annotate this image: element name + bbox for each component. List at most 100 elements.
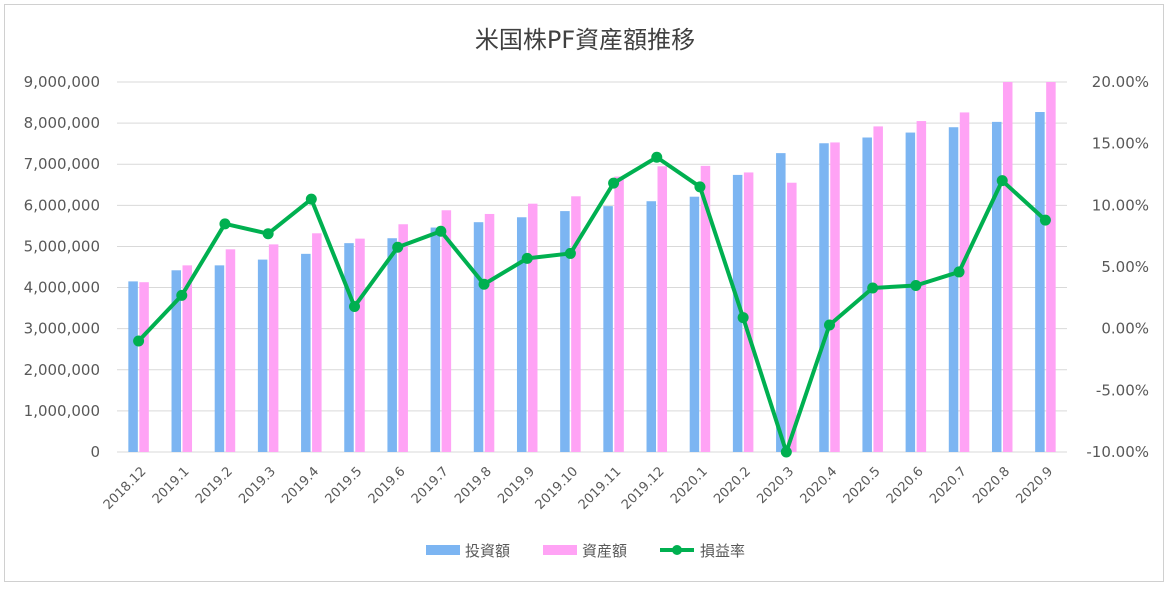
right-tick-label: 10.00% bbox=[1092, 196, 1149, 214]
bar-assets bbox=[139, 282, 149, 452]
x-tick-label: 2019.1 bbox=[150, 464, 193, 507]
x-tick-label: 2019.5 bbox=[323, 464, 366, 507]
bar-investment bbox=[387, 238, 397, 452]
bar-investment bbox=[948, 127, 959, 452]
bar-assets bbox=[441, 210, 452, 452]
bar-assets bbox=[398, 224, 408, 452]
chart-title: 米国株PF資産額推移 bbox=[475, 26, 695, 54]
right-axis-ticks: -10.00% -5.00% 0.00% 5.00% 10.00% 15.00% 20.00… bbox=[1086, 73, 1149, 461]
x-tick-label: 2020.6 bbox=[884, 464, 927, 507]
bar-assets bbox=[182, 265, 193, 452]
profit-rate-point bbox=[564, 247, 576, 259]
bar-investment bbox=[689, 196, 700, 452]
left-tick-label: 5,000,000 bbox=[24, 237, 100, 255]
profit-rate-point bbox=[651, 151, 663, 163]
bar-investment bbox=[560, 211, 570, 452]
bar-investment bbox=[819, 143, 829, 452]
profit-rate-point bbox=[780, 446, 792, 458]
bar-assets bbox=[312, 233, 322, 452]
x-tick-label: 2019.2 bbox=[193, 464, 236, 507]
left-tick-label: 6,000,000 bbox=[24, 196, 100, 214]
left-tick-label: 0 bbox=[90, 443, 100, 461]
left-tick-label: 7,000,000 bbox=[24, 155, 100, 173]
bar-assets bbox=[1002, 82, 1013, 452]
bar-investment bbox=[430, 227, 441, 452]
x-tick-label: 2020.1 bbox=[668, 464, 711, 507]
profit-rate-point bbox=[737, 312, 749, 324]
x-tick-label: 2019.10 bbox=[533, 464, 582, 513]
x-tick-label: 2019.7 bbox=[409, 464, 452, 507]
bar-investment bbox=[991, 121, 1002, 452]
profit-rate-point bbox=[262, 228, 274, 240]
bar-investment bbox=[1035, 112, 1045, 452]
profit-rate-point bbox=[694, 181, 706, 193]
bar-assets bbox=[700, 165, 711, 452]
x-tick-label: 2019.6 bbox=[366, 464, 409, 507]
bar-assets bbox=[743, 172, 754, 452]
profit-rate-point bbox=[953, 266, 965, 278]
profit-rate-point bbox=[176, 289, 188, 301]
x-tick-label: 2020.9 bbox=[1013, 464, 1056, 507]
left-tick-label: 1,000,000 bbox=[24, 402, 100, 420]
x-tick-label: 2020.5 bbox=[841, 464, 884, 507]
left-tick-label: 9,000,000 bbox=[24, 73, 100, 91]
bar-investment bbox=[905, 132, 916, 453]
x-tick-label: 2019.3 bbox=[236, 464, 279, 507]
profit-rate-point bbox=[996, 175, 1008, 187]
profit-rate-point bbox=[305, 193, 317, 205]
legend-swatch-profit-rate-marker bbox=[672, 545, 682, 555]
profit-rate-point bbox=[521, 252, 533, 264]
x-tick-label: 2019.8 bbox=[452, 464, 495, 507]
right-tick-label: 20.00% bbox=[1092, 73, 1149, 91]
bar-investment bbox=[214, 265, 225, 452]
bar-investment bbox=[301, 253, 311, 452]
legend: 投資額 資産額 損益率 bbox=[426, 542, 745, 560]
x-tick-label: 2020.3 bbox=[754, 464, 797, 507]
profit-rate-point bbox=[910, 280, 922, 291]
bar-assets bbox=[484, 213, 495, 452]
profit-rate-point bbox=[219, 218, 231, 230]
profit-rate-polyline bbox=[137, 155, 1047, 454]
legend-label-profit-rate: 損益率 bbox=[700, 542, 745, 560]
x-tick-label: 2019.11 bbox=[576, 464, 625, 513]
profit-rate-point bbox=[824, 319, 835, 331]
right-tick-label: 15.00% bbox=[1092, 135, 1149, 153]
x-tick-label: 2019.12 bbox=[619, 464, 668, 513]
right-tick-label: 5.00% bbox=[1101, 258, 1149, 276]
profit-rate-point bbox=[608, 177, 620, 189]
x-tick-label: 2020.7 bbox=[927, 464, 970, 507]
bar-assets bbox=[614, 176, 624, 453]
right-tick-label: 0.00% bbox=[1101, 320, 1149, 338]
bar-investment bbox=[603, 206, 613, 452]
bar-investment bbox=[473, 222, 484, 452]
bar-assets bbox=[268, 244, 279, 452]
profit-rate-point bbox=[133, 335, 145, 347]
x-axis-ticks: 2018.12 2019.1 2019.2 2019.3 2019.4 2019.5 201… bbox=[101, 464, 1056, 513]
profit-rate-line bbox=[133, 151, 1051, 458]
left-tick-label: 3,000,000 bbox=[24, 320, 100, 338]
bar-investment bbox=[171, 270, 182, 452]
x-tick-label: 2019.4 bbox=[279, 464, 322, 507]
profit-rate-point bbox=[392, 241, 404, 253]
x-tick-label: 2020.2 bbox=[711, 464, 754, 507]
left-tick-label: 8,000,000 bbox=[24, 114, 100, 132]
bar-assets bbox=[527, 203, 538, 452]
left-tick-label: 4,000,000 bbox=[24, 279, 100, 297]
left-tick-label: 2,000,000 bbox=[24, 361, 100, 379]
profit-rate-point bbox=[435, 225, 447, 237]
legend-swatch-assets bbox=[543, 545, 577, 555]
right-tick-label: -5.00% bbox=[1096, 381, 1149, 399]
legend-label-investment: 投資額 bbox=[465, 542, 510, 560]
bar-assets bbox=[571, 196, 581, 452]
x-tick-label: 2018.12 bbox=[101, 464, 150, 513]
bar-assets bbox=[787, 182, 797, 452]
legend-label-assets: 資産額 bbox=[582, 542, 627, 560]
x-tick-label: 2020.8 bbox=[970, 464, 1013, 507]
bar-investment bbox=[646, 201, 657, 452]
chart-frame bbox=[4, 4, 1164, 582]
bar-investment bbox=[516, 217, 527, 452]
bar-assets bbox=[959, 112, 970, 452]
profit-rate-point bbox=[1039, 214, 1051, 226]
bar-investment bbox=[344, 243, 354, 452]
